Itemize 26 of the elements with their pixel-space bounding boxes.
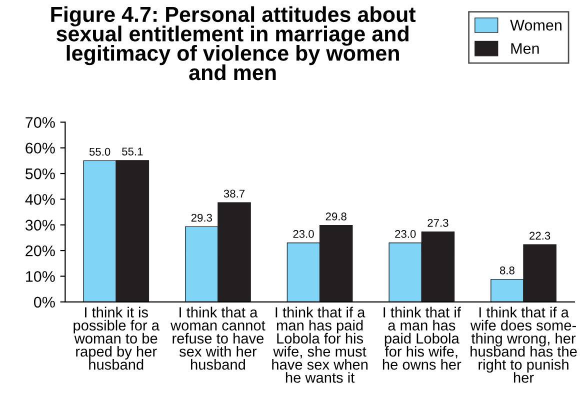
y-tick-label: 40% [25,194,55,205]
y-tick-label: 10% [26,271,55,282]
x-tick-label: I think that if a man has paid Lobola for his wife, he owns her [382,306,462,370]
x-tick-label: I think that a woman cannot refuse to have sex with her husband [170,306,266,370]
y-tick-label: 70% [26,117,55,128]
y-tick-label: 0% [34,296,55,308]
y-tick-label: 20% [26,245,55,256]
y-tick-label: 60% [26,142,55,154]
chart-title: Figure 4.7: Personal attitudes about sexual entitlement in marriage and legitimacy of violence by women and men [51,6,416,80]
x-tick-label: I think that if a man has paid Lobola for his wife, she must have sex when he wants it [272,306,368,383]
data-label: 29.3 [191,214,212,222]
data-label: 22.3 [530,232,550,240]
legend-label: Men [511,43,539,54]
data-label: 23.0 [395,230,416,238]
x-tick-label: I think that if a wife does some- thing wrong, her husband has the right to punish her [470,306,577,383]
y-tick-label: 50% [25,168,55,180]
data-label: 8.8 [500,266,514,274]
data-label: 55.0 [89,148,110,156]
data-label: 29.8 [326,212,346,220]
legend-label: Women [510,20,562,31]
data-label: 23.0 [293,230,314,238]
data-label: 38.7 [224,190,245,198]
data-label: 27.3 [428,218,448,227]
y-tick-label: 30% [25,220,55,231]
data-label: 55.1 [122,148,143,156]
x-tick-label: I think it is possible for a woman to be raped by her husband [74,306,160,370]
